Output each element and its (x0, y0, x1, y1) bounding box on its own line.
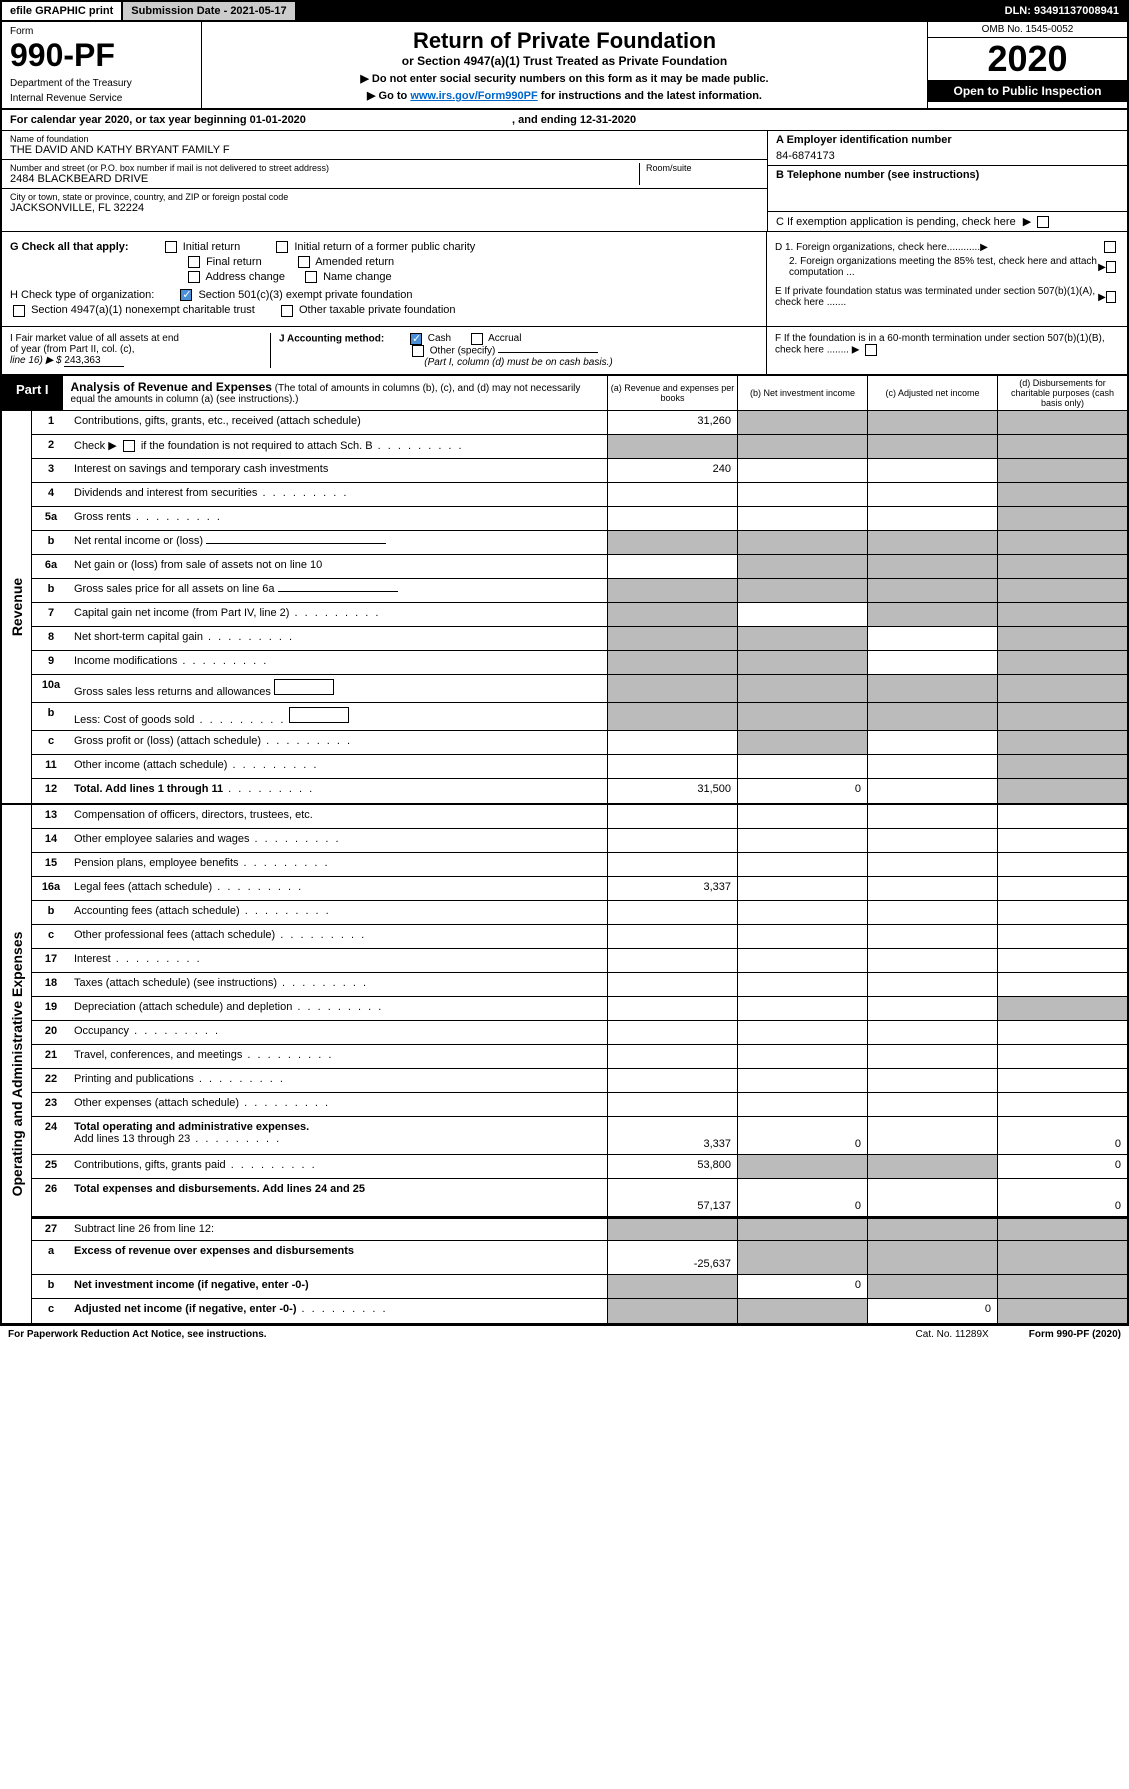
ein-value: 84-6874173 (776, 150, 1119, 162)
form-number: 990-PF (10, 37, 193, 74)
calendar-year-row: For calendar year 2020, or tax year begi… (2, 110, 1127, 131)
sec501-checkbox[interactable] (180, 289, 192, 301)
line2-checkbox[interactable] (123, 440, 135, 452)
initial-return-checkbox[interactable] (165, 241, 177, 253)
section-h: H Check type of organization: Section 50… (10, 289, 758, 301)
line27a-a: -25,637 (607, 1241, 737, 1274)
line26-d: 0 (997, 1179, 1127, 1216)
col-d-header: (d) Disbursements for charitable purpose… (997, 376, 1127, 410)
pra-notice: For Paperwork Reduction Act Notice, see … (8, 1329, 267, 1340)
line24-a: 3,337 (607, 1117, 737, 1154)
check-section: G Check all that apply: Initial return I… (2, 232, 1127, 325)
sec4947-checkbox[interactable] (13, 305, 25, 317)
dept-treasury: Department of the Treasury (10, 78, 193, 89)
line25-d: 0 (997, 1155, 1127, 1178)
line24-d: 0 (997, 1117, 1127, 1154)
line1-a: 31,260 (607, 411, 737, 434)
telephone-label: B Telephone number (see instructions) (776, 169, 979, 181)
revenue-section: Revenue 1Contributions, gifts, grants, e… (2, 411, 1127, 803)
section-g: G Check all that apply: Initial return I… (10, 241, 758, 253)
f-checkbox[interactable] (865, 344, 877, 356)
city-state-zip: JACKSONVILLE, FL 32224 (10, 202, 759, 214)
exemption-pending-label: C If exemption application is pending, c… (776, 216, 1016, 228)
revenue-rotated-label: Revenue (2, 411, 32, 803)
line12-b: 0 (737, 779, 867, 803)
expenses-rotated-label: Operating and Administrative Expenses (2, 805, 32, 1323)
form-header: Form 990-PF Department of the Treasury I… (2, 22, 1127, 110)
d2-checkbox[interactable] (1106, 261, 1116, 273)
accounting-section: I Fair market value of all assets at end… (2, 326, 1127, 376)
form-footer-label: Form 990-PF (2020) (1029, 1329, 1121, 1340)
efile-label: efile GRAPHIC print (2, 2, 123, 20)
col-a-header: (a) Revenue and expenses per books (607, 376, 737, 410)
line12-a: 31,500 (607, 779, 737, 803)
name-label: Name of foundation (10, 134, 759, 144)
irs-label: Internal Revenue Service (10, 93, 193, 104)
page-footer: For Paperwork Reduction Act Notice, see … (0, 1325, 1129, 1343)
other-method-checkbox[interactable] (412, 345, 424, 357)
irs-link[interactable]: www.irs.gov/Form990PF (410, 90, 537, 102)
ssn-warning: ▶ Do not enter social security numbers o… (208, 72, 921, 85)
line3-a: 240 (607, 459, 737, 482)
d1-label: D 1. Foreign organizations, check here..… (775, 242, 980, 253)
initial-former-checkbox[interactable] (276, 241, 288, 253)
foundation-name: THE DAVID AND KATHY BRYANT FAMILY F (10, 144, 759, 156)
line27c-c: 0 (867, 1299, 997, 1323)
other-taxable-checkbox[interactable] (281, 305, 293, 317)
identity-block: Name of foundation THE DAVID AND KATHY B… (2, 131, 1127, 232)
line24-b: 0 (737, 1117, 867, 1154)
catalog-number: Cat. No. 11289X (916, 1329, 989, 1340)
form-label: Form (10, 26, 193, 37)
name-change-checkbox[interactable] (305, 271, 317, 283)
e-label: E If private foundation status was termi… (775, 286, 1098, 308)
fmv-value: 243,363 (64, 355, 124, 367)
line16a-a: 3,337 (607, 877, 737, 900)
submission-date: Submission Date - 2021-05-17 (123, 2, 296, 20)
address-change-checkbox[interactable] (188, 271, 200, 283)
dln: DLN: 93491137008941 (997, 2, 1127, 20)
line25-a: 53,800 (607, 1155, 737, 1178)
e-checkbox[interactable] (1106, 291, 1116, 303)
goto-note: ▶ Go to www.irs.gov/Form990PF for instru… (208, 89, 921, 102)
line27b-b: 0 (737, 1275, 867, 1298)
line26-a: 57,137 (607, 1179, 737, 1216)
addr-label: Number and street (or P.O. box number if… (10, 163, 639, 173)
cash-checkbox[interactable] (410, 333, 422, 345)
form-title: Return of Private Foundation (208, 28, 921, 54)
room-label: Room/suite (646, 163, 759, 173)
final-return-checkbox[interactable] (188, 256, 200, 268)
col-b-header: (b) Net investment income (737, 376, 867, 410)
accrual-checkbox[interactable] (471, 333, 483, 345)
expenses-section: Operating and Administrative Expenses 13… (2, 803, 1127, 1323)
col-c-header: (c) Adjusted net income (867, 376, 997, 410)
f-label: F If the foundation is in a 60-month ter… (775, 333, 1105, 356)
form-subtitle: or Section 4947(a)(1) Trust Treated as P… (208, 54, 921, 68)
ein-label: A Employer identification number (776, 134, 952, 146)
open-inspection: Open to Public Inspection (928, 80, 1127, 102)
tax-year: 2020 (928, 38, 1127, 80)
amended-return-checkbox[interactable] (298, 256, 310, 268)
top-bar: efile GRAPHIC print Submission Date - 20… (2, 2, 1127, 22)
d2-label: 2. Foreign organizations meeting the 85%… (775, 256, 1098, 278)
part1-header: Part I Analysis of Revenue and Expenses … (2, 376, 1127, 411)
street-address: 2484 BLACKBEARD DRIVE (10, 173, 639, 185)
d1-checkbox[interactable] (1104, 241, 1116, 253)
city-label: City or town, state or province, country… (10, 192, 759, 202)
part1-tab: Part I (2, 376, 63, 410)
omb-number: OMB No. 1545-0052 (928, 22, 1127, 38)
line26-b: 0 (737, 1179, 867, 1216)
exemption-checkbox[interactable] (1037, 216, 1049, 228)
